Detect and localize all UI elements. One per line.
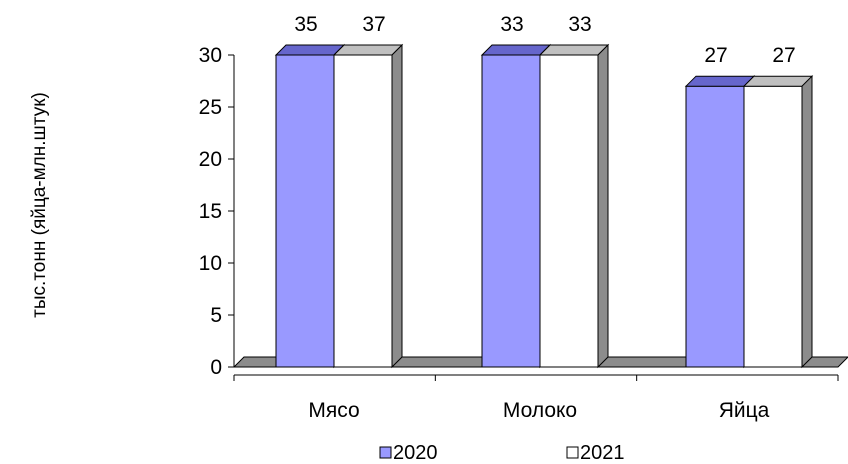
- legend-label: 2021: [580, 442, 625, 464]
- y-tick-label: 0: [210, 356, 222, 379]
- legend-item: 2021: [566, 442, 625, 464]
- bar-top: [274, 44, 346, 56]
- bar-front: [275, 54, 335, 368]
- bar-front: [539, 54, 599, 368]
- data-label: 35: [294, 13, 317, 36]
- bar-front: [481, 54, 541, 368]
- y-tick-label: 25: [199, 96, 222, 119]
- bar-top: [684, 75, 756, 87]
- data-label: 33: [500, 13, 523, 36]
- legend: 2020 2021: [379, 442, 625, 464]
- bar-front: [333, 54, 393, 368]
- legend-label: 2020: [393, 442, 438, 464]
- x-axis: Мясо Молоко Яйца: [233, 374, 839, 422]
- y-axis-title: тыс.тонн (яйца-млн.штук): [29, 92, 50, 318]
- data-label: 27: [772, 44, 795, 67]
- data-label: 37: [362, 13, 385, 36]
- bar-side: [391, 43, 403, 369]
- bar-top: [332, 44, 404, 56]
- legend-swatch: [379, 446, 392, 459]
- bar-top: [538, 44, 610, 56]
- y-tick-label: 30: [199, 44, 222, 67]
- y-tick-label: 20: [199, 148, 222, 171]
- y-tick-label: 5: [210, 304, 222, 327]
- bar: [332, 43, 404, 369]
- y-tick-label: 15: [199, 200, 222, 223]
- bar-front: [685, 85, 745, 368]
- x-tick-label: Мясо: [308, 399, 359, 422]
- bar: [742, 74, 814, 369]
- bar-top: [480, 44, 552, 56]
- bar: [538, 43, 610, 369]
- y-axis: 0 5 10 15 20 25 30: [199, 44, 235, 379]
- y-tick-label: 10: [199, 252, 222, 275]
- data-labels: 35 37 33 33 27 27: [294, 13, 795, 67]
- legend-swatch: [566, 446, 579, 459]
- x-tick-label: Яйца: [719, 399, 770, 422]
- legend-item: 2020: [379, 442, 438, 464]
- bar-side: [801, 74, 813, 369]
- bars: [274, 43, 814, 369]
- data-label: 33: [568, 13, 591, 36]
- bar-side: [597, 43, 609, 369]
- bar: [684, 74, 756, 369]
- x-tick-label: Молоко: [503, 399, 577, 422]
- bar-top: [742, 75, 814, 87]
- data-label: 27: [704, 44, 727, 67]
- bar-front: [743, 85, 803, 368]
